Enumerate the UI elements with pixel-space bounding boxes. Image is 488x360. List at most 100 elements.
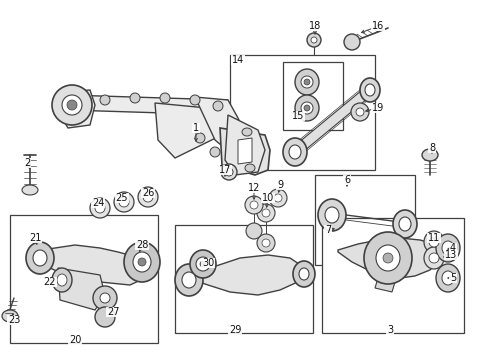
Ellipse shape (382, 253, 392, 263)
Ellipse shape (224, 168, 232, 176)
Ellipse shape (304, 105, 309, 111)
Ellipse shape (317, 199, 346, 231)
Polygon shape (374, 278, 394, 292)
Text: 16: 16 (371, 21, 384, 31)
Polygon shape (374, 234, 394, 248)
Ellipse shape (138, 258, 146, 266)
Ellipse shape (301, 76, 312, 88)
Text: 15: 15 (291, 111, 304, 121)
Text: 12: 12 (247, 183, 260, 193)
Ellipse shape (22, 185, 38, 195)
Polygon shape (58, 268, 105, 310)
Text: 18: 18 (308, 21, 321, 31)
Ellipse shape (190, 95, 200, 105)
Ellipse shape (268, 189, 286, 207)
Ellipse shape (62, 95, 82, 115)
Ellipse shape (209, 147, 220, 157)
Text: 14: 14 (231, 55, 244, 65)
Ellipse shape (100, 95, 110, 105)
Text: 26: 26 (142, 188, 154, 198)
Text: 7: 7 (324, 225, 330, 235)
Polygon shape (297, 268, 309, 285)
Ellipse shape (221, 164, 237, 180)
Polygon shape (68, 95, 227, 115)
Ellipse shape (124, 242, 160, 282)
Text: 13: 13 (444, 250, 456, 260)
Ellipse shape (423, 247, 443, 269)
Ellipse shape (441, 271, 453, 285)
Text: 24: 24 (92, 198, 104, 208)
Polygon shape (224, 115, 264, 175)
Polygon shape (180, 265, 196, 285)
Ellipse shape (294, 95, 318, 121)
Ellipse shape (200, 261, 205, 267)
Ellipse shape (273, 194, 282, 202)
Ellipse shape (325, 207, 338, 223)
Ellipse shape (100, 293, 110, 303)
Bar (10, 215, 158, 343)
Ellipse shape (350, 103, 368, 121)
Ellipse shape (392, 210, 416, 238)
Ellipse shape (343, 34, 359, 50)
Text: 3: 3 (386, 325, 392, 335)
Ellipse shape (142, 192, 153, 202)
Text: 22: 22 (43, 277, 56, 287)
Ellipse shape (364, 84, 374, 96)
Ellipse shape (435, 234, 459, 262)
Ellipse shape (298, 268, 308, 280)
Polygon shape (195, 97, 254, 165)
Ellipse shape (67, 100, 77, 110)
Ellipse shape (292, 261, 314, 287)
Polygon shape (155, 103, 231, 158)
Polygon shape (62, 90, 95, 128)
Ellipse shape (95, 203, 105, 213)
Text: 23: 23 (8, 315, 20, 325)
Ellipse shape (114, 192, 134, 212)
Ellipse shape (244, 164, 254, 172)
Ellipse shape (119, 197, 129, 207)
Ellipse shape (306, 33, 320, 47)
Ellipse shape (52, 268, 72, 292)
Text: 20: 20 (69, 335, 81, 345)
Ellipse shape (421, 149, 437, 161)
Polygon shape (184, 255, 305, 295)
Ellipse shape (262, 239, 269, 247)
Polygon shape (291, 86, 372, 156)
Ellipse shape (301, 102, 312, 114)
Polygon shape (337, 238, 439, 278)
Ellipse shape (57, 274, 67, 286)
Ellipse shape (175, 264, 203, 296)
Ellipse shape (441, 241, 453, 255)
Ellipse shape (257, 234, 274, 252)
Ellipse shape (242, 128, 251, 136)
Text: 6: 6 (343, 175, 349, 185)
Ellipse shape (288, 145, 301, 159)
Ellipse shape (2, 310, 18, 322)
Bar (314, 175, 414, 265)
Text: 8: 8 (428, 143, 434, 153)
Ellipse shape (375, 245, 399, 271)
Ellipse shape (304, 79, 309, 85)
Bar (321, 218, 463, 333)
Ellipse shape (90, 198, 110, 218)
Ellipse shape (195, 133, 204, 143)
Ellipse shape (423, 231, 443, 253)
Ellipse shape (52, 85, 92, 125)
Ellipse shape (428, 237, 438, 247)
Ellipse shape (133, 252, 151, 272)
Ellipse shape (249, 201, 258, 209)
Polygon shape (220, 128, 269, 175)
Ellipse shape (130, 93, 140, 103)
Ellipse shape (294, 69, 318, 95)
Ellipse shape (26, 242, 54, 274)
Text: 4: 4 (449, 243, 455, 253)
Text: 25: 25 (116, 193, 128, 203)
Text: 29: 29 (228, 325, 241, 335)
Ellipse shape (262, 209, 269, 217)
Ellipse shape (435, 264, 459, 292)
Ellipse shape (244, 196, 263, 214)
Ellipse shape (190, 250, 216, 278)
Text: 10: 10 (262, 193, 274, 203)
Polygon shape (238, 138, 251, 164)
Ellipse shape (138, 187, 158, 207)
